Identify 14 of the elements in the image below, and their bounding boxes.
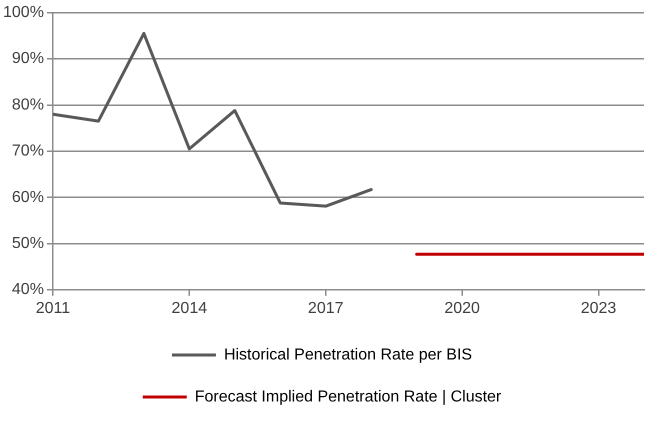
y-tick-label: 50% bbox=[12, 235, 44, 252]
y-tick-label: 40% bbox=[12, 281, 44, 298]
y-tick-label: 70% bbox=[12, 142, 44, 160]
x-tick-label: 2023 bbox=[580, 300, 616, 317]
legend-label: Historical Penetration Rate per BIS bbox=[224, 346, 472, 364]
x-tick-label: 2017 bbox=[308, 300, 344, 317]
legend-label: Forecast Implied Penetration Rate | Cluster bbox=[194, 388, 502, 406]
y-tick-label: 90% bbox=[12, 50, 44, 68]
x-tick-label: 2020 bbox=[444, 300, 480, 317]
x-tick-label: 2011 bbox=[36, 300, 70, 317]
y-tick-label: 80% bbox=[12, 96, 44, 114]
y-tick-label: 60% bbox=[12, 188, 44, 206]
y-tick-label: 100% bbox=[3, 4, 44, 22]
x-tick-label: 2014 bbox=[172, 300, 208, 317]
